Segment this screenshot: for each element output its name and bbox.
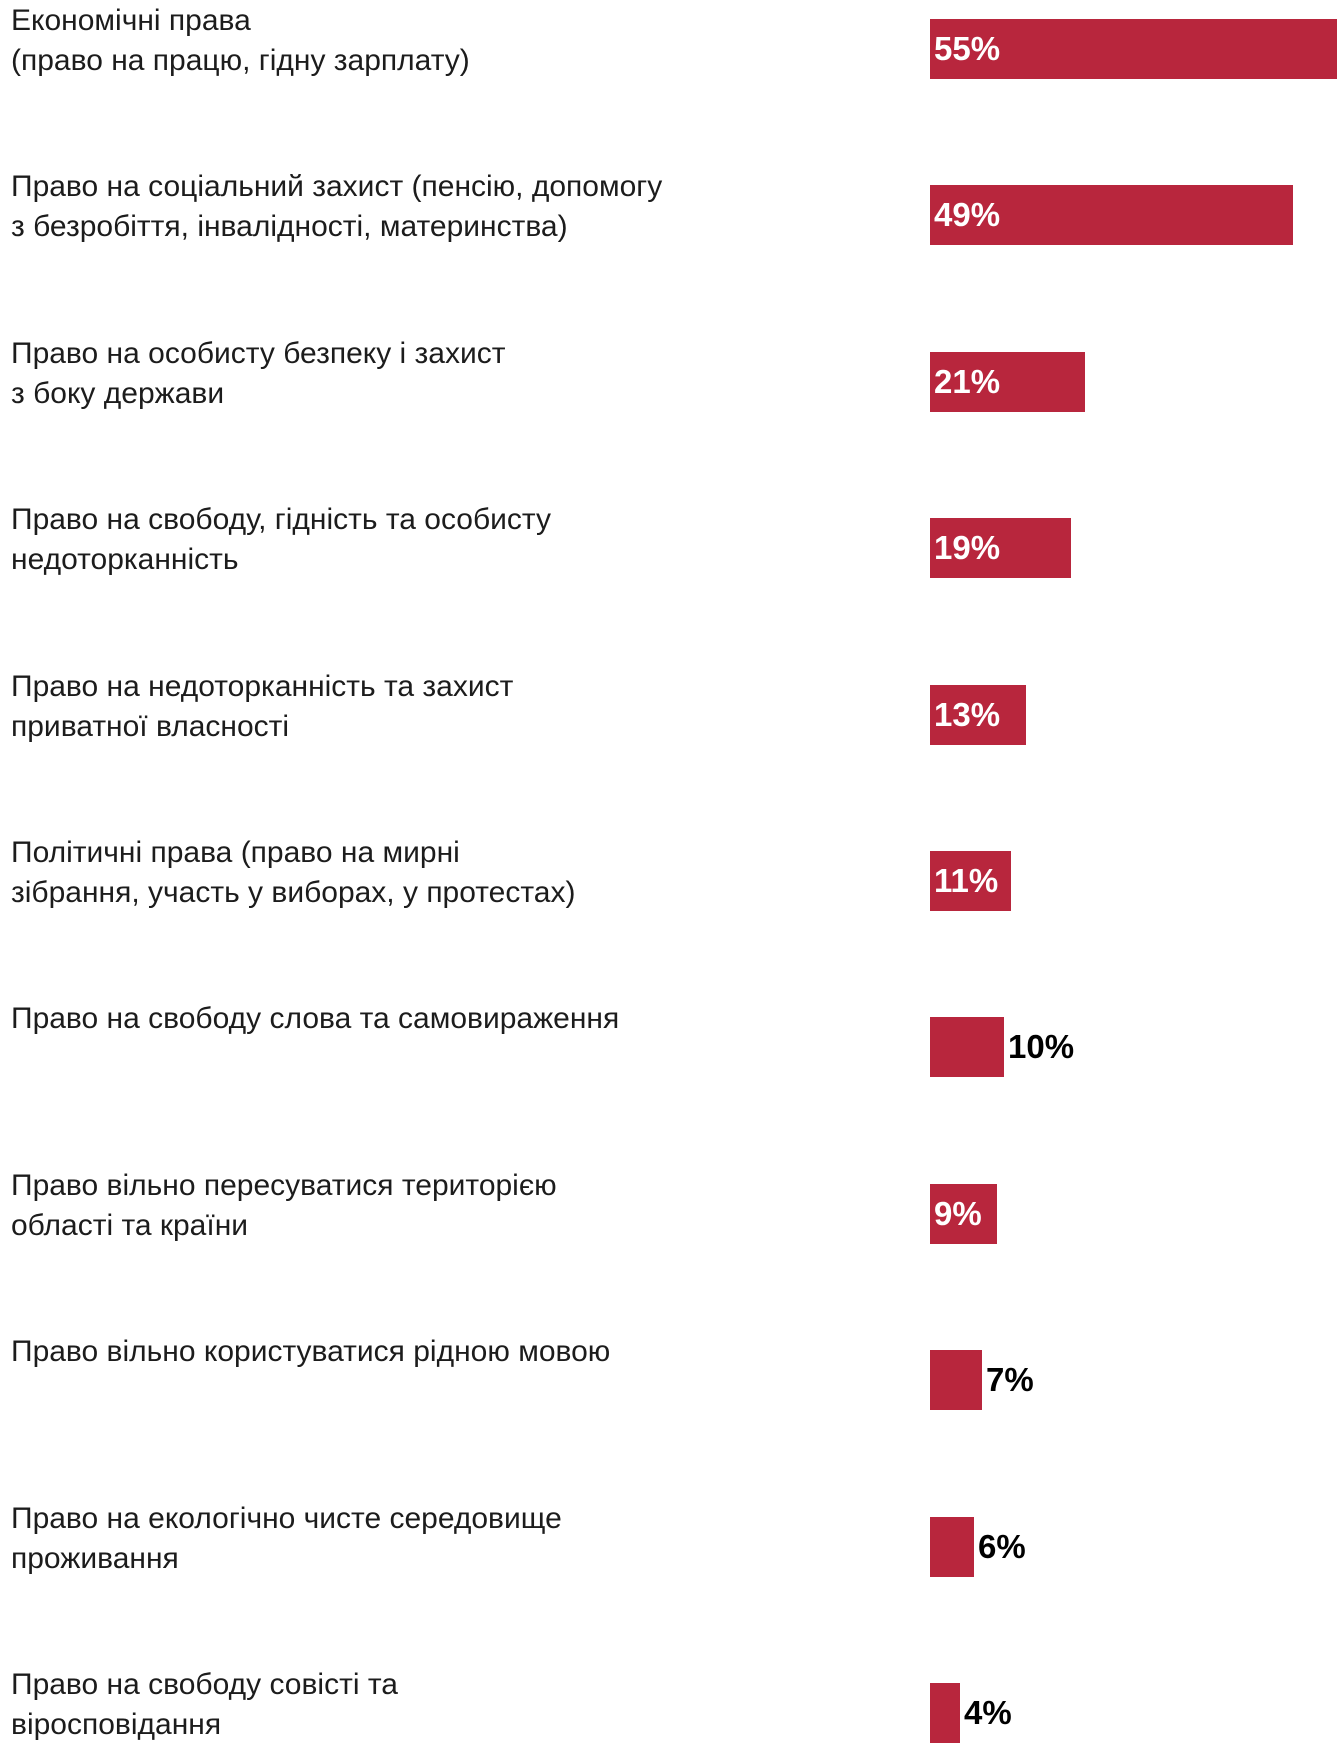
value-label: 9% xyxy=(934,1194,982,1232)
bar xyxy=(930,518,1071,579)
bar xyxy=(930,185,1293,246)
value-label: 55% xyxy=(934,30,1001,67)
category-label: Право на соціальний захист (пенсію, допо… xyxy=(11,170,663,244)
category-label: Право вільно користуватися рідною мовою xyxy=(11,1335,611,1369)
bar xyxy=(930,1516,974,1577)
bar xyxy=(930,1017,1004,1078)
value-label: 6% xyxy=(978,1527,1026,1565)
bar xyxy=(930,1683,960,1743)
category-label: Право на особисту безпеку і захист з бок… xyxy=(11,336,506,410)
bar xyxy=(930,351,1085,412)
category-label: Право на свободу слова та самовираження xyxy=(11,1002,620,1036)
bar xyxy=(930,1350,982,1411)
value-label: 19% xyxy=(934,529,1001,567)
category-label: Право вільно пересуватися територією обл… xyxy=(11,1168,557,1242)
value-label: 4% xyxy=(964,1694,1012,1731)
value-label: 10% xyxy=(1008,1028,1075,1066)
category-label: Політичні права (право на мирні зібрання… xyxy=(11,836,576,909)
value-label: 11% xyxy=(934,862,999,899)
category-label: Право на недоторканність та захист прива… xyxy=(11,669,514,743)
value-label: 21% xyxy=(934,362,1001,400)
category-label: Право на екологічно чисте середовище про… xyxy=(11,1501,562,1575)
value-label: 13% xyxy=(934,695,1001,733)
value-label: 49% xyxy=(934,196,1001,234)
category-label: Право на свободу, гідність та особисту н… xyxy=(11,503,551,577)
bar xyxy=(930,1183,997,1244)
value-label: 7% xyxy=(986,1361,1034,1399)
bar xyxy=(930,684,1026,745)
bar xyxy=(930,851,1011,911)
category-label: Економічні права (право на працю, гідну … xyxy=(11,4,470,77)
category-label: Право на свободу совісті та віросповідан… xyxy=(11,1668,398,1741)
bar xyxy=(930,19,1337,79)
